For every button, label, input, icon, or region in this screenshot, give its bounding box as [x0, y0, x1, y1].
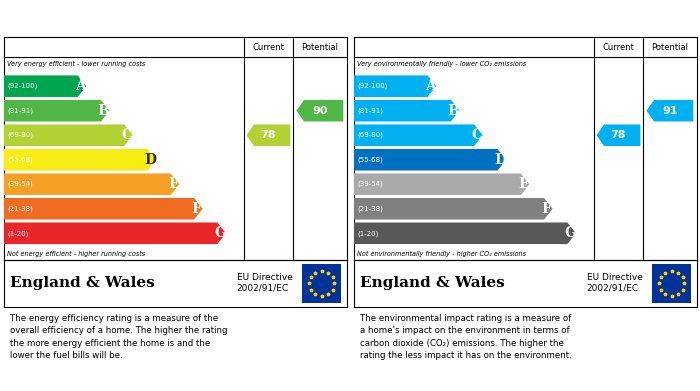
FancyArrow shape	[4, 149, 156, 170]
FancyArrow shape	[596, 124, 640, 146]
Bar	[652, 264, 692, 303]
Text: The energy efficiency rating is a measure of the
overall efficiency of a home. T: The energy efficiency rating is a measur…	[10, 314, 228, 360]
Text: 90: 90	[312, 106, 328, 116]
Text: B: B	[447, 104, 459, 118]
Text: C: C	[121, 128, 132, 142]
Bar	[302, 264, 342, 303]
FancyArrow shape	[4, 198, 202, 219]
Text: B: B	[97, 104, 109, 118]
Text: A: A	[75, 79, 85, 93]
FancyArrow shape	[354, 75, 436, 97]
Text: (69-80): (69-80)	[8, 132, 34, 138]
FancyArrow shape	[354, 149, 506, 170]
Text: Environmental Impact (CO₂) Rating: Environmental Impact (CO₂) Rating	[360, 12, 622, 25]
Text: (69-80): (69-80)	[358, 132, 384, 138]
Text: C: C	[471, 128, 482, 142]
Text: (39-54): (39-54)	[358, 181, 384, 188]
FancyArrow shape	[4, 100, 109, 122]
Text: Energy Efficiency Rating: Energy Efficiency Rating	[10, 12, 194, 25]
Text: (1-20): (1-20)	[358, 230, 379, 237]
FancyArrow shape	[354, 100, 459, 122]
FancyArrow shape	[354, 124, 483, 146]
Text: EU Directive
2002/91/EC: EU Directive 2002/91/EC	[587, 273, 643, 292]
Text: (81-91): (81-91)	[8, 108, 34, 114]
FancyArrow shape	[647, 100, 693, 122]
FancyArrow shape	[4, 124, 133, 146]
FancyArrow shape	[246, 124, 290, 146]
Text: G: G	[564, 226, 576, 240]
Text: (92-100): (92-100)	[8, 83, 38, 90]
Text: 78: 78	[260, 130, 276, 140]
Text: E: E	[168, 177, 178, 191]
Text: E: E	[518, 177, 528, 191]
FancyArrow shape	[4, 222, 226, 244]
Text: D: D	[494, 153, 506, 167]
Text: Potential: Potential	[652, 43, 688, 52]
Text: Very energy efficient - lower running costs: Very energy efficient - lower running co…	[7, 61, 146, 67]
Text: 78: 78	[610, 130, 626, 140]
FancyArrow shape	[354, 174, 529, 195]
FancyArrow shape	[297, 100, 343, 122]
Text: (21-38): (21-38)	[358, 206, 384, 212]
Text: G: G	[214, 226, 226, 240]
Text: (55-68): (55-68)	[358, 156, 384, 163]
Text: F: F	[192, 202, 202, 216]
Text: 91: 91	[662, 106, 678, 116]
Text: A: A	[425, 79, 435, 93]
Text: F: F	[542, 202, 552, 216]
Text: (92-100): (92-100)	[358, 83, 388, 90]
Text: D: D	[144, 153, 156, 167]
Text: The environmental impact rating is a measure of
a home's impact on the environme: The environmental impact rating is a mea…	[360, 314, 572, 360]
Text: Current: Current	[603, 43, 634, 52]
FancyArrow shape	[354, 222, 576, 244]
Text: Not environmentally friendly - higher CO₂ emissions: Not environmentally friendly - higher CO…	[357, 251, 526, 257]
FancyArrow shape	[4, 75, 86, 97]
Text: (1-20): (1-20)	[8, 230, 29, 237]
Text: Not energy efficient - higher running costs: Not energy efficient - higher running co…	[7, 251, 145, 257]
FancyArrow shape	[354, 198, 552, 219]
Text: Very environmentally friendly - lower CO₂ emissions: Very environmentally friendly - lower CO…	[357, 61, 526, 67]
Text: Current: Current	[253, 43, 284, 52]
Text: (81-91): (81-91)	[358, 108, 384, 114]
FancyArrow shape	[4, 174, 179, 195]
Text: (39-54): (39-54)	[8, 181, 34, 188]
Text: England & Wales: England & Wales	[10, 276, 155, 291]
Text: EU Directive
2002/91/EC: EU Directive 2002/91/EC	[237, 273, 293, 292]
Text: (55-68): (55-68)	[8, 156, 34, 163]
Text: England & Wales: England & Wales	[360, 276, 505, 291]
Text: (21-38): (21-38)	[8, 206, 34, 212]
Text: Potential: Potential	[302, 43, 338, 52]
